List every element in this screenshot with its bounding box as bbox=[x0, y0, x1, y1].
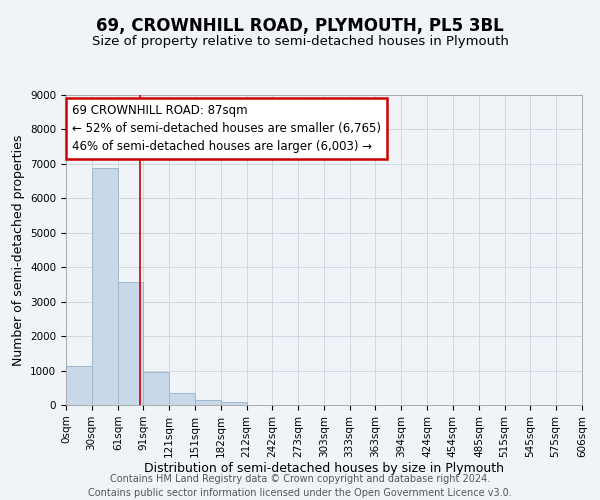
Bar bbox=[143, 372, 169, 405]
Bar bbox=[92, 168, 118, 405]
Text: Contains HM Land Registry data © Crown copyright and database right 2024.
Contai: Contains HM Land Registry data © Crown c… bbox=[88, 474, 512, 498]
Bar bbox=[169, 393, 194, 405]
Bar bbox=[118, 282, 143, 405]
X-axis label: Distribution of semi-detached houses by size in Plymouth: Distribution of semi-detached houses by … bbox=[144, 462, 504, 475]
Bar bbox=[66, 366, 92, 405]
Text: Size of property relative to semi-detached houses in Plymouth: Size of property relative to semi-detach… bbox=[92, 35, 508, 48]
Bar bbox=[194, 400, 221, 405]
Y-axis label: Number of semi-detached properties: Number of semi-detached properties bbox=[11, 134, 25, 366]
Bar bbox=[221, 402, 247, 405]
Text: 69, CROWNHILL ROAD, PLYMOUTH, PL5 3BL: 69, CROWNHILL ROAD, PLYMOUTH, PL5 3BL bbox=[96, 18, 504, 36]
Text: 69 CROWNHILL ROAD: 87sqm
← 52% of semi-detached houses are smaller (6,765)
46% o: 69 CROWNHILL ROAD: 87sqm ← 52% of semi-d… bbox=[72, 104, 381, 152]
